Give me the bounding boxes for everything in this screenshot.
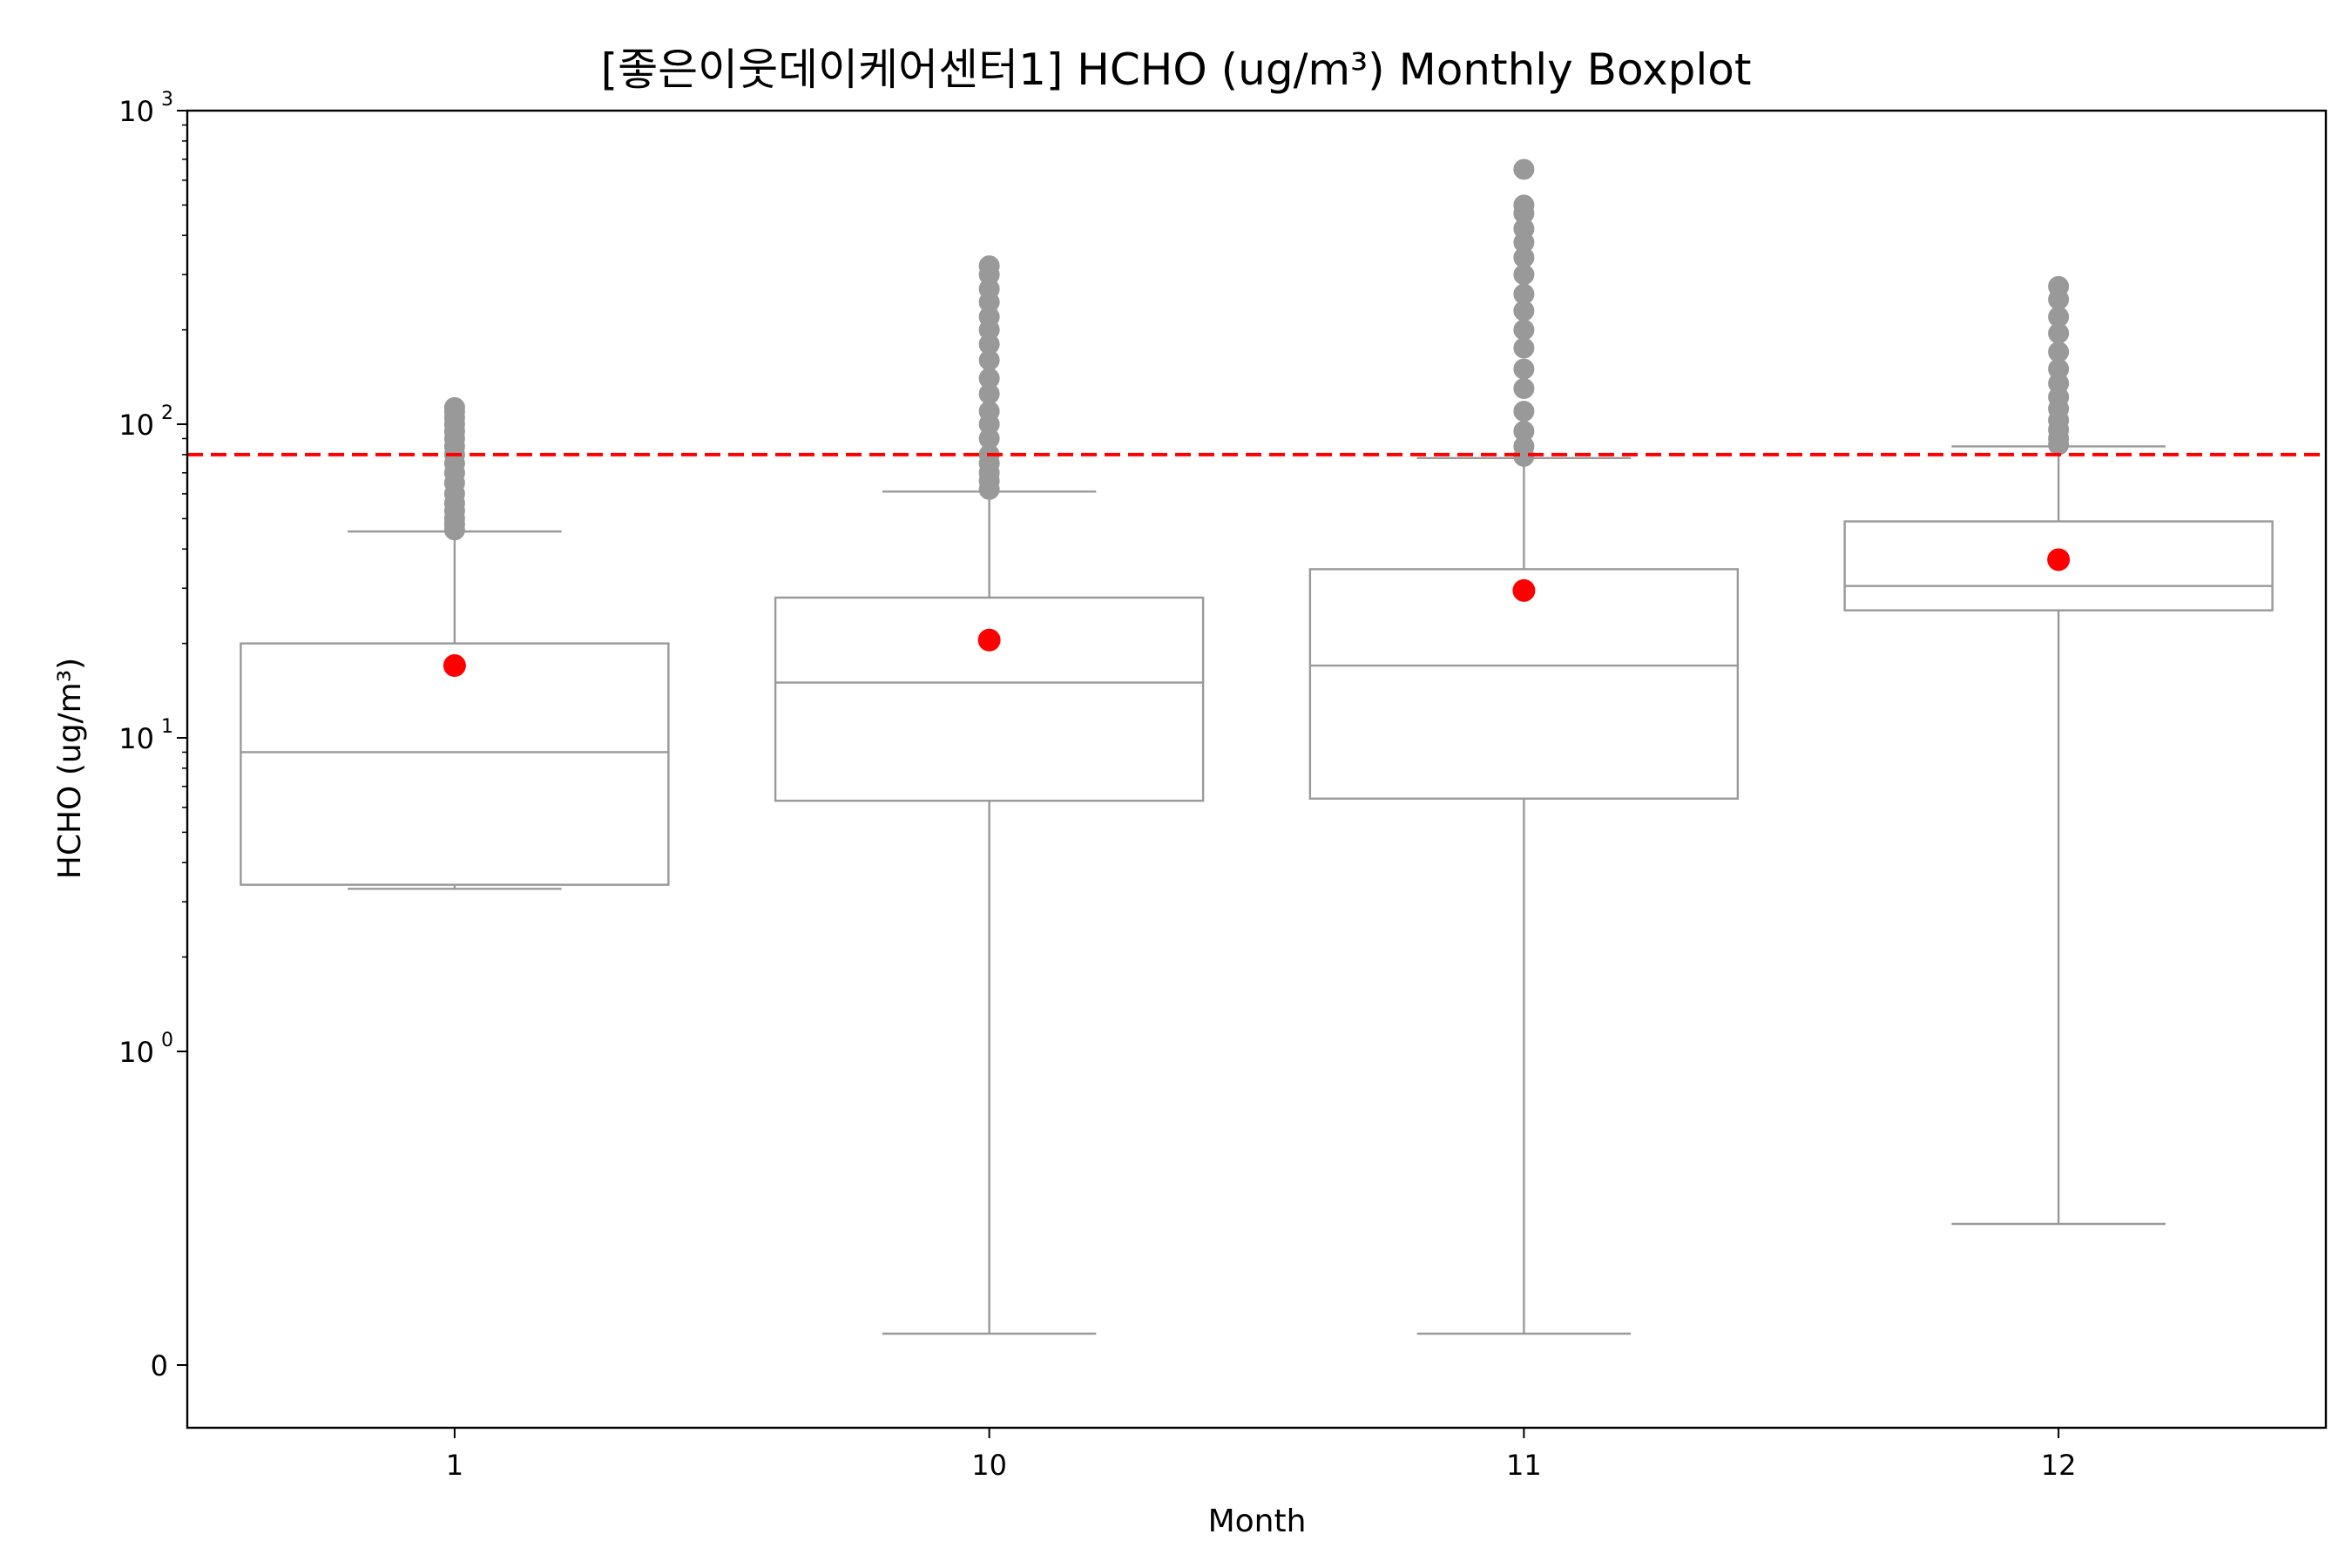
- box-month-12: [1843, 275, 2274, 1226]
- y-tick-label: 10: [118, 409, 154, 442]
- outlier-point: [1513, 358, 1535, 380]
- iqr-box: [240, 642, 670, 886]
- outlier-point: [1513, 421, 1535, 443]
- outlier-point: [978, 401, 1000, 422]
- outlier-point: [1513, 159, 1535, 180]
- x-axis-label: Month: [1208, 1504, 1307, 1539]
- plot-area: [187, 159, 2326, 1335]
- outlier-point: [1513, 377, 1535, 399]
- x-tick-label: 1: [446, 1449, 463, 1482]
- mean-marker: [443, 654, 466, 678]
- outlier-point: [1513, 319, 1535, 341]
- iqr-box: [774, 596, 1205, 802]
- outlier-point: [2048, 341, 2070, 363]
- y-tick-exponent: 1: [161, 716, 173, 738]
- outlier-point: [2048, 275, 2070, 297]
- x-tick-label: 10: [971, 1449, 1007, 1482]
- chart-title: [좋은이웃데이케어센터1] HCHO (ug/m³) Monthly Boxpl…: [601, 44, 1752, 95]
- y-tick-exponent: 3: [161, 89, 173, 111]
- outlier-point: [1513, 283, 1535, 305]
- y-tick-exponent: 0: [161, 1030, 173, 1051]
- outlier-point: [1513, 337, 1535, 359]
- outlier-point: [2048, 306, 2070, 328]
- mean-marker: [977, 628, 1001, 652]
- box-month-10: [774, 255, 1205, 1335]
- outlier-point: [1513, 194, 1535, 216]
- x-tick-label: 11: [1506, 1449, 1542, 1482]
- box-month-11: [1308, 159, 1740, 1335]
- y-tick-exponent: 2: [161, 402, 173, 424]
- x-tick-label: 12: [2041, 1449, 2077, 1482]
- mean-marker: [2047, 548, 2071, 571]
- outlier-point: [443, 396, 465, 418]
- y-tick-label: 10: [118, 1036, 154, 1069]
- y-tick-label: 0: [151, 1349, 168, 1382]
- iqr-box: [1308, 568, 1740, 800]
- outlier-point: [1513, 401, 1535, 422]
- mean-marker: [1512, 578, 1536, 602]
- y-axis-label: HCHO (ug/m³): [52, 658, 88, 879]
- outlier-point: [978, 368, 1000, 389]
- box-month-1: [240, 396, 670, 890]
- y-tick-label: 10: [118, 95, 154, 128]
- y-tick-label: 10: [118, 722, 154, 755]
- axes-frame: [186, 109, 2328, 1429]
- outlier-point: [978, 255, 1000, 277]
